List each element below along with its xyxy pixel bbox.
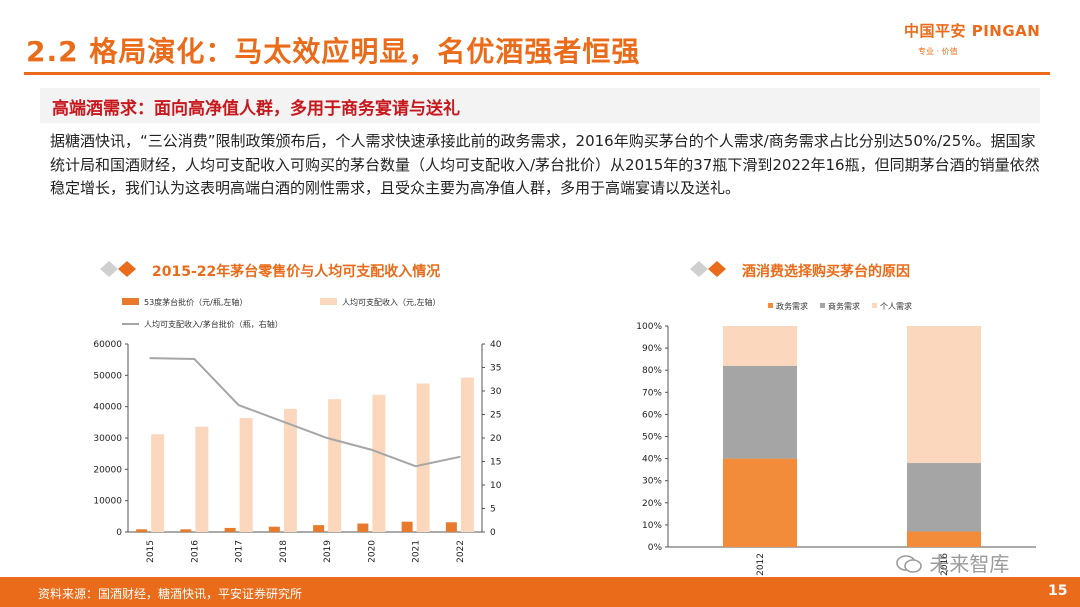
diamond-icon [690,261,726,277]
x-tick-label: 2016 [940,553,950,576]
y-tick-label: 30% [642,477,662,487]
bar-income [328,399,342,532]
y-tick-label: 60% [642,410,662,420]
legend-swatch [820,303,825,308]
y-tick-label: 10000 [93,497,122,507]
x-tick-label: 2015 [146,540,156,563]
bar-price [445,522,457,532]
x-tick-label: 2019 [323,540,333,563]
page-title: 2.2 格局演化：马太效应明显，名优酒强者恒强 [26,35,641,68]
legend-label: 人均可支配收入/茅台批价（瓶，右轴） [144,319,283,329]
bar-price [401,521,413,532]
brand-tagline: 专业 · 价值 [918,47,958,56]
y2-tick-label: 40 [490,340,502,350]
line-point [149,357,151,359]
y-tick-label: 50000 [93,371,122,381]
y-tick-label: 70% [642,388,662,398]
wechat-icon [896,555,922,573]
y-tick-label: 60000 [93,340,122,350]
bar-price [180,529,192,532]
legend-label: 政务需求 [776,301,808,311]
brand-name: 中国平安 PINGAN [904,22,1041,40]
y-tick-label: 50% [642,433,662,443]
legend-swatch [122,298,139,305]
line-series [150,357,461,468]
watermark-text: 未来智库 [929,552,1010,576]
x-tick-label: 2022 [456,540,466,563]
y2-tick-label: 30 [490,387,502,397]
y2-tick-label: 10 [490,481,502,491]
line-point [237,404,240,406]
x-tick-label: 2012 [756,553,766,576]
bar-price [357,523,369,532]
legend-label: 个人需求 [880,301,912,311]
chart1-title: 2015-22年茅台零售价与人均可支配收入情况 [152,264,441,280]
stacked-segment [723,365,797,459]
bar-income [151,434,165,532]
x-tick-label: 2018 [279,540,289,563]
source-note: 资料来源：国酒财经，糖酒快讯，平安证券研究所 [38,587,303,601]
legend-swatch [320,298,337,305]
page-number: 15 [1048,583,1068,599]
y-tick-label: 80% [642,366,662,376]
bar-price [224,527,236,532]
y2-tick-label: 15 [490,458,501,468]
legend-swatch [768,303,773,308]
combo-chart: 53度茅台批价（元/瓶,左轴） 人均可支配收入（元,左轴） 人均可支配收入/茅台批价… [93,297,502,563]
y-tick-label: 30000 [93,434,122,444]
line-point [326,437,328,439]
legend-label: 人均可支配收入（元,左轴） [342,297,441,307]
x-tick-label: 2020 [367,540,377,563]
bar-income [416,383,430,532]
bar-income [460,377,474,532]
bar-price [268,526,280,532]
y-tick-label: 10% [642,521,662,531]
bar-income [372,394,386,532]
line-point [414,465,417,467]
x-tick-label: 2017 [235,540,245,563]
footer-bar: 资料来源：国酒财经，糖酒快讯，平安证券研究所 15 [0,577,1080,607]
line-point [370,448,373,451]
y-tick-label: 40% [642,455,662,465]
y2-tick-label: 25 [490,411,501,421]
legend-label: 53度茅台批价（元/瓶,左轴） [144,297,247,307]
y-tick-label: 100% [636,322,662,332]
legend-label: 商务需求 [828,301,860,311]
bar-income [239,417,253,532]
stacked-segment [723,458,797,547]
section-heading: 高端酒需求：面向高净值人群，多用于商务宴请与送礼 [52,99,460,119]
line-point [459,456,461,458]
y2-tick-label: 35 [490,364,501,374]
y-tick-label: 20000 [93,465,122,475]
watermark: 未来智库 [895,548,1009,577]
y-tick-label: 90% [642,344,662,354]
legend-swatch [872,303,877,308]
y-tick-label: 20% [642,499,662,509]
y2-tick-label: 20 [490,434,502,444]
stacked-segment [907,531,981,547]
y-tick-label: 0 [116,528,122,538]
y2-tick-label: 5 [490,505,496,515]
stacked-segment [907,463,981,532]
y-tick-label: 0% [648,543,663,553]
bar-income [195,426,209,532]
x-tick-label: 2021 [412,540,422,563]
line-point [282,420,284,423]
chart2-title: 酒消费选择购买茅台的原因 [742,264,910,280]
stacked-segment [907,326,981,464]
brand-logo: 中国平安 PINGAN 专业 · 价值 [904,20,1069,64]
y2-tick-label: 0 [490,528,496,538]
bar-price [136,529,148,532]
y-tick-label: 40000 [93,403,122,413]
diamond-icon [100,261,136,277]
title-divider [24,72,1050,75]
x-tick-label: 2016 [190,540,200,563]
line-point [193,358,196,360]
stacked-segment [723,326,797,366]
stacked-bar-chart: 政务需求 商务需求 个人需求 0% 10% 20% 30% 40% 50% 60% 70% 80% 90… [636,301,1036,576]
bar-price [313,525,325,532]
section-heading-box: 高端酒需求：面向高净值人群，多用于商务宴请与送礼 [40,88,1040,123]
body-paragraph: 据糖酒快讯，“三公消费”限制政策颁布后，个人需求快速承接此前的政务需求，2016… [50,132,1040,197]
bar-income [283,408,297,532]
